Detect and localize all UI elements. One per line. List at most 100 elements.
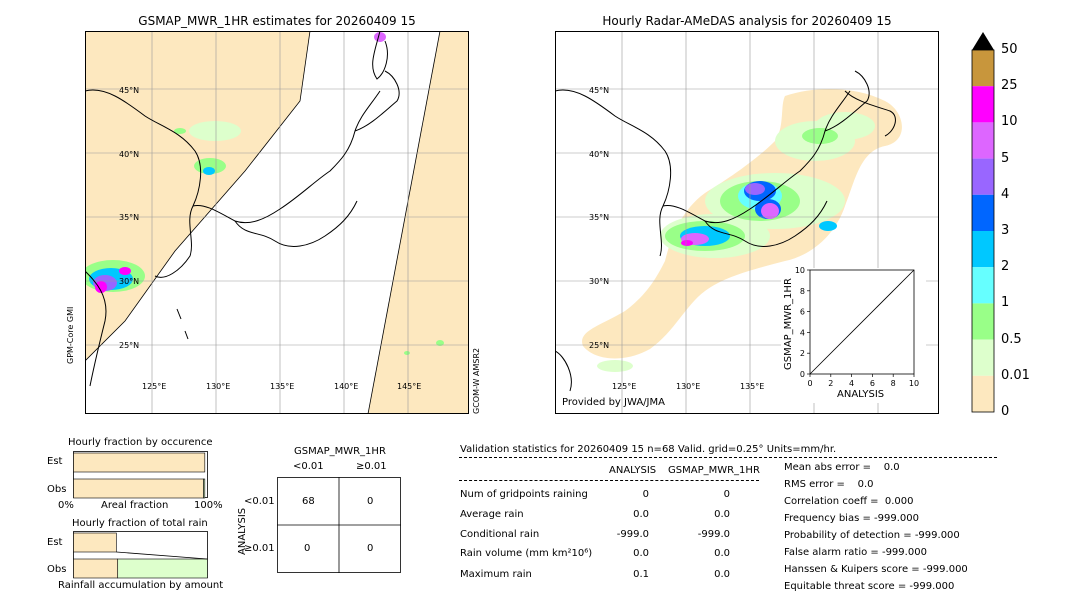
- right-satellite-label: GCOM-W AMSR2: [472, 347, 481, 414]
- scatter-xtick-label: 0: [807, 379, 812, 388]
- contingency-row-header: <0.01: [244, 496, 275, 507]
- left-map-nodata-east: [368, 31, 469, 414]
- total-rain-bars: [73, 531, 208, 579]
- contingency-row-header: ≥0.01: [244, 543, 275, 554]
- scatter-xtick-label: 10: [909, 379, 919, 388]
- left-lon-label: 125°E: [142, 382, 167, 391]
- contingency-title: GSMAP_MWR_1HR: [294, 446, 386, 457]
- total-rain-est-label: Est: [47, 537, 63, 548]
- left-map-coastline: [85, 31, 400, 387]
- validation-row-label: Rain volume (mm km²10⁶): [460, 548, 593, 559]
- colorbar-label: 10: [1001, 114, 1018, 130]
- validation-col-divider: [459, 480, 759, 481]
- colorbar-segment: [972, 194, 994, 231]
- left-lat-label: 35°N: [119, 213, 140, 222]
- validation-row-gsmap: -999.0: [697, 529, 730, 540]
- scatter-ytick-label: 2: [800, 349, 805, 358]
- contingency-grid: [277, 477, 401, 573]
- validation-row-label: Average rain: [460, 509, 524, 520]
- total-rain-connector: [116, 551, 208, 560]
- score-line: Hanssen & Kuipers score = -999.000: [784, 564, 968, 575]
- left-lat-label: 40°N: [119, 150, 140, 159]
- validation-row-analysis: -999.0: [616, 529, 649, 540]
- validation-row-label: Conditional rain: [460, 529, 540, 540]
- colorbar-segment: [972, 375, 994, 412]
- occurence-title: Hourly fraction by occurence: [68, 437, 213, 448]
- validation-row-analysis: 0.1: [633, 569, 649, 580]
- scatter-plot: 0 2 4 6 8 10 0 2 4 6 8 10: [795, 266, 919, 388]
- scatter-ytick-label: 4: [800, 328, 805, 337]
- contingency-col-header: ≥0.01: [356, 461, 387, 472]
- validation-row-analysis: 0.0: [633, 509, 649, 520]
- colorbar-segment: [972, 158, 994, 195]
- colorbar-label: 1: [1001, 295, 1010, 311]
- occurence-bar-obs-segment: [203, 478, 206, 499]
- colorbar-segment: [972, 303, 994, 340]
- provider-credit: Provided by JWA/JMA: [562, 397, 665, 408]
- validation-header: Validation statistics for 20260409 15 n=…: [460, 444, 837, 455]
- contingency-cell: 0: [367, 543, 374, 554]
- right-lat-label: 30°N: [589, 277, 610, 286]
- contingency-cell: 0: [304, 543, 311, 554]
- scatter-ylabel: GSMAP_MWR_1HR: [783, 278, 794, 370]
- right-lon-label: 125°E: [612, 382, 637, 391]
- scatter-ytick-label: 0: [800, 370, 805, 379]
- right-map-rain: [597, 112, 875, 372]
- occurence-bars: [73, 451, 208, 499]
- colorbar-label: 5: [1001, 150, 1010, 166]
- scatter-ytick-label: 10: [795, 266, 805, 275]
- colorbar-label: 3: [1001, 223, 1010, 238]
- colorbar-label: 0.01: [1001, 367, 1030, 383]
- colorbar-segment: [972, 86, 994, 123]
- score-line: False alarm ratio = -999.000: [784, 547, 927, 558]
- total-rain-bar-obs-segment: [117, 558, 208, 579]
- colorbar-label: 2: [1001, 259, 1010, 275]
- occurence-bar-obs-segment: [73, 478, 204, 499]
- colorbar-segment: [972, 339, 994, 376]
- colorbar-segment: [972, 267, 994, 304]
- occurence-est-label: Est: [47, 456, 63, 467]
- left-lon-label: 145°E: [397, 382, 422, 391]
- colorbar-segment: [972, 231, 994, 268]
- score-line: Equitable threat score = -999.000: [784, 581, 955, 592]
- colorbar-frame: [971, 49, 995, 413]
- validation-row-label: Num of gridpoints raining: [460, 489, 588, 500]
- score-line: Mean abs error = 0.0: [784, 462, 900, 473]
- score-line: Correlation coeff = 0.000: [784, 496, 914, 507]
- score-line: RMS error = 0.0: [784, 479, 874, 490]
- colorbar-label: 25: [1001, 78, 1018, 94]
- score-line: Probability of detection = -999.000: [784, 530, 960, 541]
- occurence-xtick-0: 0%: [58, 500, 74, 511]
- total-rain-bar-est-segment: [73, 532, 117, 553]
- colorbar-segment: [972, 122, 994, 159]
- validation-row-analysis: 0: [642, 489, 649, 500]
- left-map-title: GSMAP_MWR_1HR estimates for 20260409 15: [138, 14, 416, 28]
- left-lon-label: 135°E: [270, 382, 295, 391]
- scatter-xtick-label: 2: [828, 379, 833, 388]
- scatter-xtick-label: 6: [870, 379, 875, 388]
- scatter-xlabel: ANALYSIS: [837, 389, 885, 400]
- right-map-title: Hourly Radar-AMeDAS analysis for 2026040…: [602, 14, 892, 28]
- right-lon-label: 135°E: [740, 382, 765, 391]
- validation-row-label: Maximum rain: [460, 569, 532, 580]
- right-lon-label: 130°E: [676, 382, 701, 391]
- right-map-coastline: [555, 70, 896, 392]
- total-rain-title: Hourly fraction of total rain: [72, 518, 208, 529]
- validation-divider: [459, 457, 997, 458]
- validation-col-analysis: ANALYSIS: [609, 465, 657, 476]
- occurence-obs-label: Obs: [47, 484, 67, 495]
- scatter-ytick-label: 8: [800, 287, 805, 296]
- validation-col-gsmap: GSMAP_MWR_1HR: [668, 465, 760, 476]
- right-lat-label: 25°N: [589, 341, 610, 350]
- colorbar-label: 4: [1001, 186, 1010, 202]
- occurence-xtick-1: 100%: [194, 500, 223, 511]
- score-line: Frequency bias = -999.000: [784, 513, 919, 524]
- left-map: [85, 31, 469, 414]
- left-map-rain: [85, 32, 444, 355]
- colorbar-label: 0.5: [1001, 331, 1022, 347]
- scatter-xtick-label: 4: [849, 379, 854, 388]
- validation-row-analysis: 0.0: [633, 548, 649, 559]
- occurence-bar-est-segment: [73, 452, 206, 473]
- scatter-ytick-label: 6: [800, 308, 805, 317]
- validation-row-gsmap: 0.0: [714, 548, 730, 559]
